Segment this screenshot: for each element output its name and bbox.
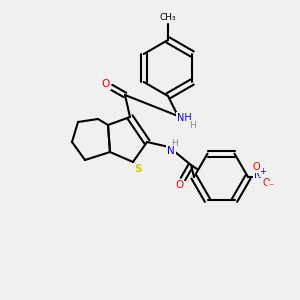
Text: NH: NH [177,113,191,123]
Text: ⁻: ⁻ [268,182,274,192]
Text: H: H [189,121,195,130]
Text: +: + [260,167,266,176]
Text: CH₃: CH₃ [160,14,176,22]
Text: O: O [252,162,260,172]
Text: O: O [102,79,110,89]
Text: H: H [171,140,177,148]
Text: N: N [254,170,262,180]
Text: N: N [167,146,175,156]
Text: O: O [175,180,183,190]
Text: S: S [134,164,142,174]
Text: O: O [262,178,270,188]
